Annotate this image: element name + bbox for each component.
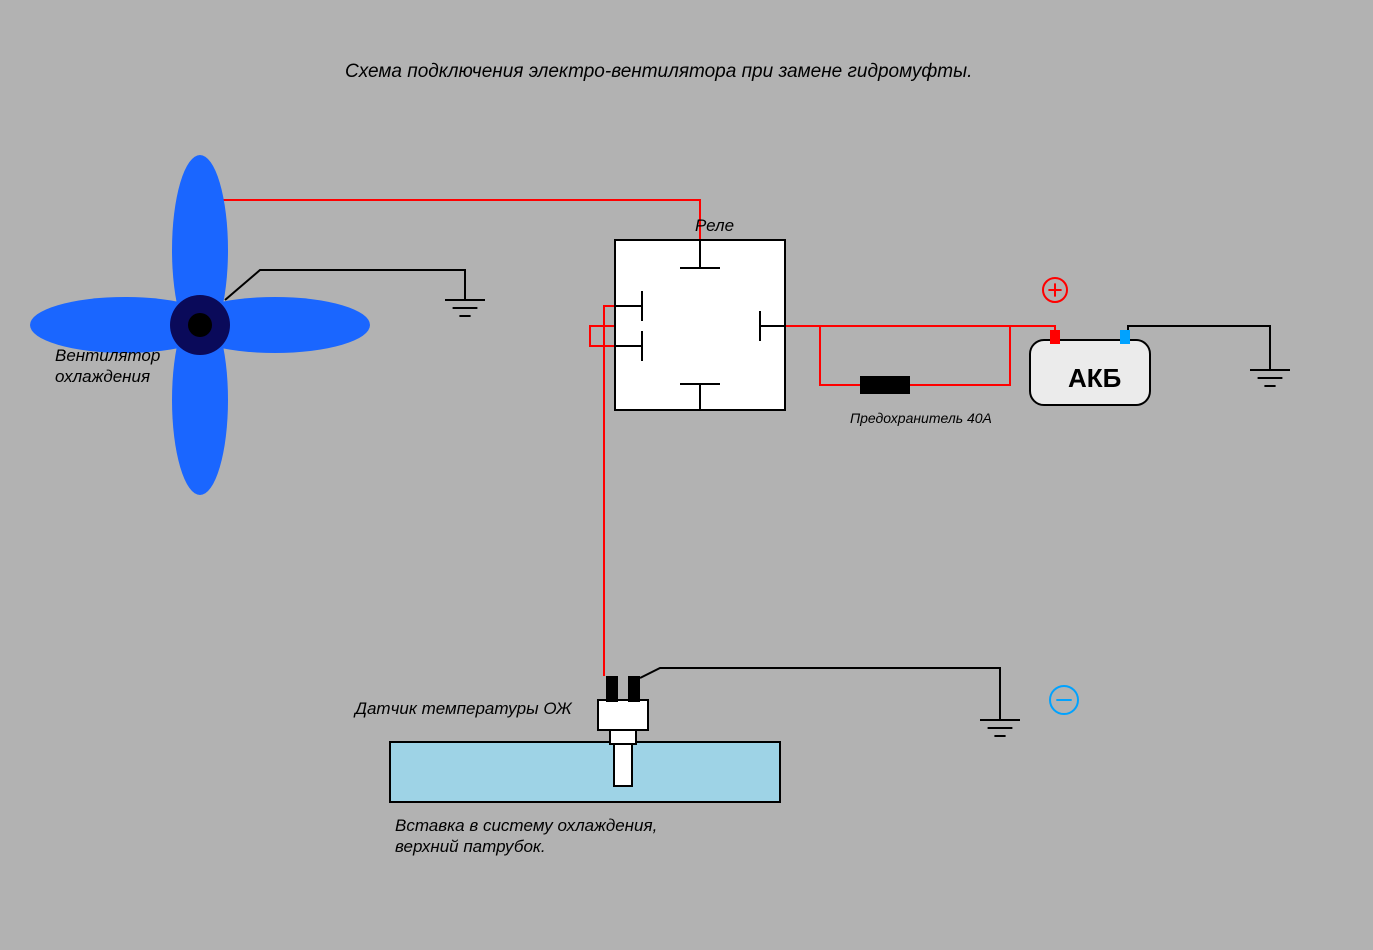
battery-label: АКБ: [1068, 362, 1121, 395]
pipe-label: Вставка в систему охлаждения, верхний па…: [395, 815, 657, 858]
relay-label: Реле: [695, 215, 734, 236]
coolant-pipe-icon: [390, 742, 780, 802]
diagram-title: Схема подключения электро-вентилятора пр…: [345, 60, 972, 84]
wiring-diagram-canvas: [0, 0, 1373, 950]
fuse-label: Предохранитель 40А: [850, 410, 992, 428]
fuse-icon: [860, 376, 910, 394]
relay-icon: [615, 240, 785, 410]
sensor-label: Датчик температуры ОЖ: [355, 698, 572, 719]
fan-label: Вентилятор охлаждения: [55, 345, 160, 388]
